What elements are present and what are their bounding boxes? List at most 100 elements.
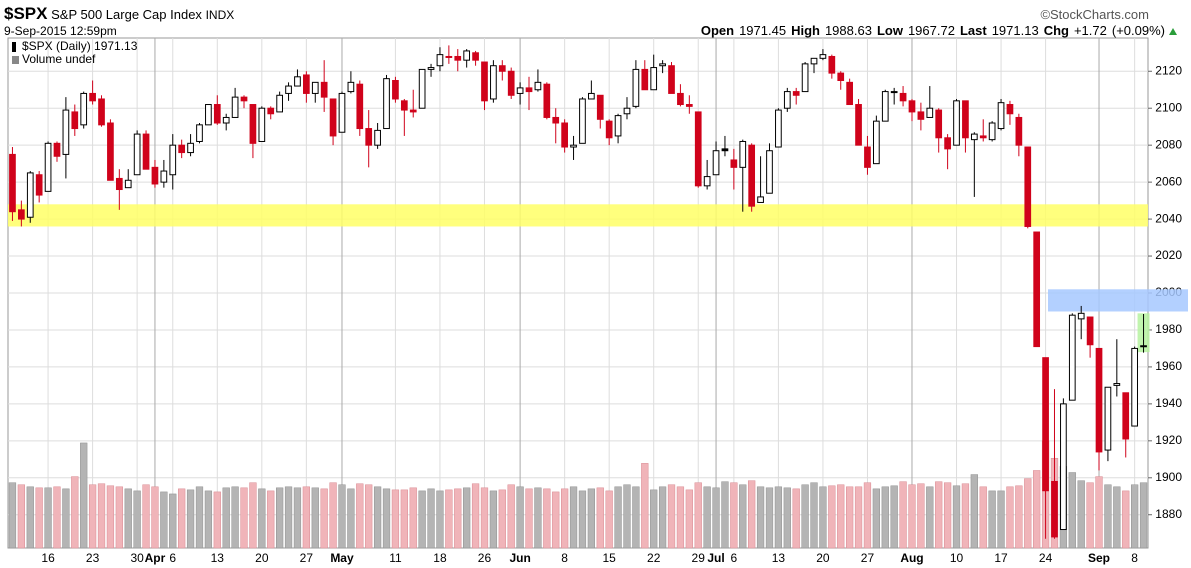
volume-bar (988, 490, 996, 549)
candle-body (436, 54, 444, 67)
candle-body (124, 179, 132, 189)
candle-body (498, 65, 506, 72)
volume-bar (997, 490, 1005, 549)
volume-bar (222, 487, 230, 549)
candle-body (392, 80, 399, 100)
candle-body (18, 209, 25, 220)
volume-bar (685, 489, 693, 549)
volume-bar (703, 486, 711, 549)
volume-bar (1024, 478, 1032, 549)
volume-bar (463, 487, 471, 549)
x-tick-label: 18 (433, 551, 447, 565)
volume-bar (507, 484, 515, 549)
candle-body (44, 142, 52, 192)
candle-body (347, 81, 355, 93)
candle-body (650, 67, 658, 91)
volume-bar (71, 476, 79, 549)
candle-body (605, 120, 613, 139)
volume-bar (694, 482, 702, 549)
highlight-band (8, 204, 1148, 227)
candle-body (1077, 312, 1085, 320)
candle-body (917, 111, 925, 120)
candle-body (329, 98, 337, 137)
candle-body (222, 116, 230, 124)
volume-bar (872, 488, 880, 549)
candle-body (730, 159, 738, 168)
x-tick-label: Aug (900, 551, 923, 565)
candle-body (1033, 231, 1041, 348)
candle-body (953, 100, 960, 146)
volume-bar (828, 485, 836, 549)
candle-body (285, 85, 292, 94)
candle-body (53, 142, 61, 157)
candle-body (454, 55, 462, 61)
index-name: S&P 500 Large Cap Index (51, 7, 202, 22)
candle-body (303, 74, 310, 94)
candle-body (490, 65, 497, 100)
volume-bar (213, 491, 221, 549)
candle-body (1068, 314, 1076, 401)
volume-bar (436, 490, 444, 549)
quote-label: Last (959, 23, 987, 38)
volume-bar (739, 484, 747, 549)
volume-bar (382, 488, 391, 549)
volume-bar (1122, 490, 1130, 549)
volume-bar (471, 483, 480, 549)
volume-bar (445, 489, 453, 549)
candle-body (819, 54, 827, 59)
candle-body (80, 92, 88, 126)
candle-body (659, 63, 666, 67)
volume-bar (1033, 470, 1041, 549)
candle-body (792, 91, 800, 96)
x-tick-label: Jun (509, 551, 530, 565)
volume-bar (1086, 482, 1094, 549)
y-tick-label: 2060 (1155, 174, 1182, 188)
candle-body (828, 55, 836, 74)
x-tick-label: 15 (602, 551, 616, 565)
candle-body (463, 50, 471, 61)
candle-body (614, 115, 622, 137)
candle-body (997, 102, 1005, 130)
volume-bar (133, 490, 141, 549)
volume-bar (311, 487, 319, 549)
candle-body (1122, 392, 1130, 440)
volume-bar (338, 484, 346, 549)
candle-body (205, 104, 212, 126)
quote-value: 1971.13 (991, 23, 1039, 38)
candle-body (62, 109, 70, 155)
candle-body (570, 144, 577, 148)
volume-bar (970, 474, 978, 549)
candle-body (561, 122, 568, 148)
volume-bar (17, 484, 25, 549)
volume-bar (151, 486, 159, 549)
volume-bar (819, 486, 827, 549)
volume-bar (240, 487, 248, 549)
candle-body (196, 124, 203, 142)
candle-body (160, 170, 168, 183)
quote-label: Chg (1043, 23, 1069, 38)
volume-bar (365, 484, 373, 549)
volume-bar (569, 486, 578, 549)
candle-body (383, 78, 390, 130)
volume-bar (8, 482, 17, 549)
y-tick-label: 2020 (1155, 248, 1182, 262)
highlight-band (1048, 289, 1188, 312)
volume-bar (614, 486, 622, 549)
y-tick-label: 1920 (1155, 433, 1182, 447)
candle-body (258, 107, 266, 142)
volume-bar (792, 488, 800, 549)
quote-label: Low (876, 23, 903, 38)
volume-bar (676, 486, 685, 549)
candle-body (1042, 357, 1049, 492)
volume-bar (1131, 484, 1139, 549)
candle-body (970, 133, 978, 141)
volume-bar (186, 489, 195, 549)
x-tick-label: 6 (731, 551, 738, 565)
volume-bar (854, 486, 863, 549)
volume-bar (284, 486, 293, 549)
candle-body (694, 111, 702, 187)
y-tick-label: 1940 (1155, 396, 1182, 410)
volume-bar (347, 488, 355, 549)
candle-body (107, 122, 114, 181)
volume-bar (917, 483, 925, 549)
